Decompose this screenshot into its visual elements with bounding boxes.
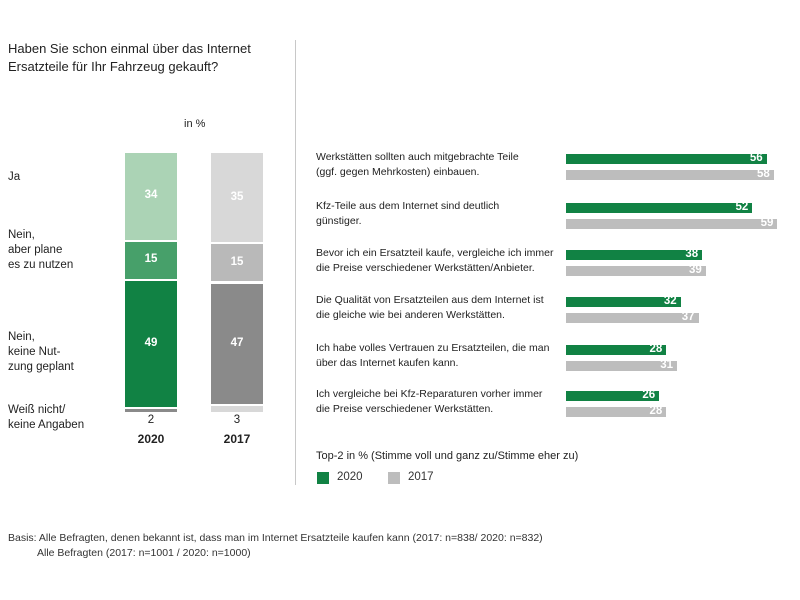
hbar-value-label: 37 <box>681 311 695 323</box>
statement-line: Werkstätten sollten auch mitgebrachte Te… <box>316 151 519 163</box>
footnote-basis-2: Alle Befragten (2017: n=1001 / 2020: n=1… <box>37 547 251 559</box>
legend-label-2017: 2017 <box>408 471 434 483</box>
label-line: aber plane <box>8 244 63 256</box>
statement-label: Ich vergleiche bei Kfz-Reparaturen vorhe… <box>316 387 556 417</box>
year-label: 2017 <box>223 432 251 446</box>
hbar-2020 <box>566 345 667 355</box>
segment-value-label: 49 <box>144 336 158 349</box>
hbar-2020 <box>566 250 703 260</box>
label-line: Ja <box>8 171 21 183</box>
statement-label: Werkstätten sollten auch mitgebrachte Te… <box>316 150 556 180</box>
stacked-segment <box>125 280 177 407</box>
category-label-ja: Ja <box>8 170 118 185</box>
unit-label: in % <box>184 118 206 130</box>
legend-swatch-2017 <box>388 472 400 484</box>
segment-value-label: 34 <box>144 189 158 202</box>
category-label-keine: Nein, keine Nut- zung geplant <box>8 330 118 375</box>
statement-line: Die Qualität von Ersatzteilen aus dem In… <box>316 294 544 306</box>
hbar-2017 <box>566 266 706 276</box>
hbar-2020 <box>566 297 681 307</box>
statement-label: Die Qualität von Ersatzteilen aus dem In… <box>316 293 556 323</box>
hbar-value-label: 39 <box>688 264 702 276</box>
statement-line: über das Internet kaufen kann. <box>316 357 459 369</box>
segment-value-label: 15 <box>230 255 244 268</box>
statement-line: (ggf. gegen Mehrkosten) einbauen. <box>316 166 480 178</box>
category-label-plane: Nein, aber plane es zu nutzen <box>8 228 118 273</box>
statement-line: Kfz-Teile aus dem Internet sind deutlich <box>316 200 500 212</box>
statement-line: die Preise verschiedener Werkstätten. <box>316 403 494 415</box>
hbar-value-label: 38 <box>685 248 699 260</box>
legend-label-2020: 2020 <box>337 471 363 483</box>
hbar-value-label: 28 <box>649 405 663 417</box>
hbar-2020 <box>566 203 753 213</box>
statement-line: die Preise verschiedener Werkstätten/Anb… <box>316 262 535 274</box>
hbar-2017 <box>566 219 778 229</box>
section-divider <box>295 40 296 485</box>
segment-value-label: 15 <box>144 253 158 266</box>
segment-value-label: 3 <box>233 414 241 426</box>
category-label-weiss: Weiß nicht/ keine Angaben <box>8 403 118 433</box>
stacked-segment <box>211 153 263 243</box>
hbar-value-label: 28 <box>649 343 663 355</box>
stacked-segment <box>211 244 263 282</box>
statement-line: die gleiche wie bei anderen Werkstätten. <box>316 309 505 321</box>
statement-label: Ich habe volles Vertrauen zu Ersatzteile… <box>316 341 556 371</box>
label-line: Nein, <box>8 331 35 343</box>
statement-line: Ich habe volles Vertrauen zu Ersatzteile… <box>316 342 550 354</box>
statement-line: günstiger. <box>316 215 362 227</box>
hbar-2017 <box>566 313 699 323</box>
stacked-segment <box>125 241 177 279</box>
statement-line: Bevor ich ein Ersatzteil kaufe, vergleic… <box>316 247 554 259</box>
legend-title: Top-2 in % (Stimme voll und ganz zu/Stim… <box>316 450 579 462</box>
statement-line: Ich vergleiche bei Kfz-Reparaturen vorhe… <box>316 388 543 400</box>
hbar-2020 <box>566 391 660 401</box>
hbar-2017 <box>566 407 667 417</box>
segment-value-label: 2 <box>147 414 155 426</box>
label-line: keine Nut- <box>8 346 61 358</box>
stacked-segment <box>125 153 177 240</box>
hbar-2017 <box>566 361 678 371</box>
hbar-value-label: 58 <box>757 168 770 180</box>
hbar-value-label: 26 <box>642 389 656 401</box>
footnote-basis: Basis: Alle Befragten, denen bekannt ist… <box>8 532 543 544</box>
hbar-value-label: 31 <box>660 359 674 371</box>
stacked-segment <box>211 283 263 405</box>
segment-value-label: 35 <box>230 190 244 203</box>
hbar-2017 <box>566 170 774 180</box>
year-label: 2020 <box>137 432 165 446</box>
stacked-segment <box>211 406 263 412</box>
label-line: es zu nutzen <box>8 259 74 271</box>
hbar-value-label: 52 <box>735 201 749 213</box>
label-line: Nein, <box>8 229 35 241</box>
legend-swatch-2020 <box>317 472 329 484</box>
label-line: zung geplant <box>8 361 74 373</box>
hbar-value-label: 59 <box>760 217 774 229</box>
hbar-value-label: 56 <box>749 152 763 164</box>
hbar-2020 <box>566 154 767 164</box>
label-line: Weiß nicht/ <box>8 404 66 416</box>
hbar-value-label: 32 <box>663 295 677 307</box>
chart-title: Haben Sie schon einmal über das Internet… <box>8 41 251 74</box>
statement-label: Kfz-Teile aus dem Internet sind deutlich… <box>316 199 556 229</box>
stacked-segment <box>125 408 177 412</box>
segment-value-label: 47 <box>230 336 244 349</box>
statement-label: Bevor ich ein Ersatzteil kaufe, vergleic… <box>316 246 556 276</box>
label-line: keine Angaben <box>8 419 85 431</box>
